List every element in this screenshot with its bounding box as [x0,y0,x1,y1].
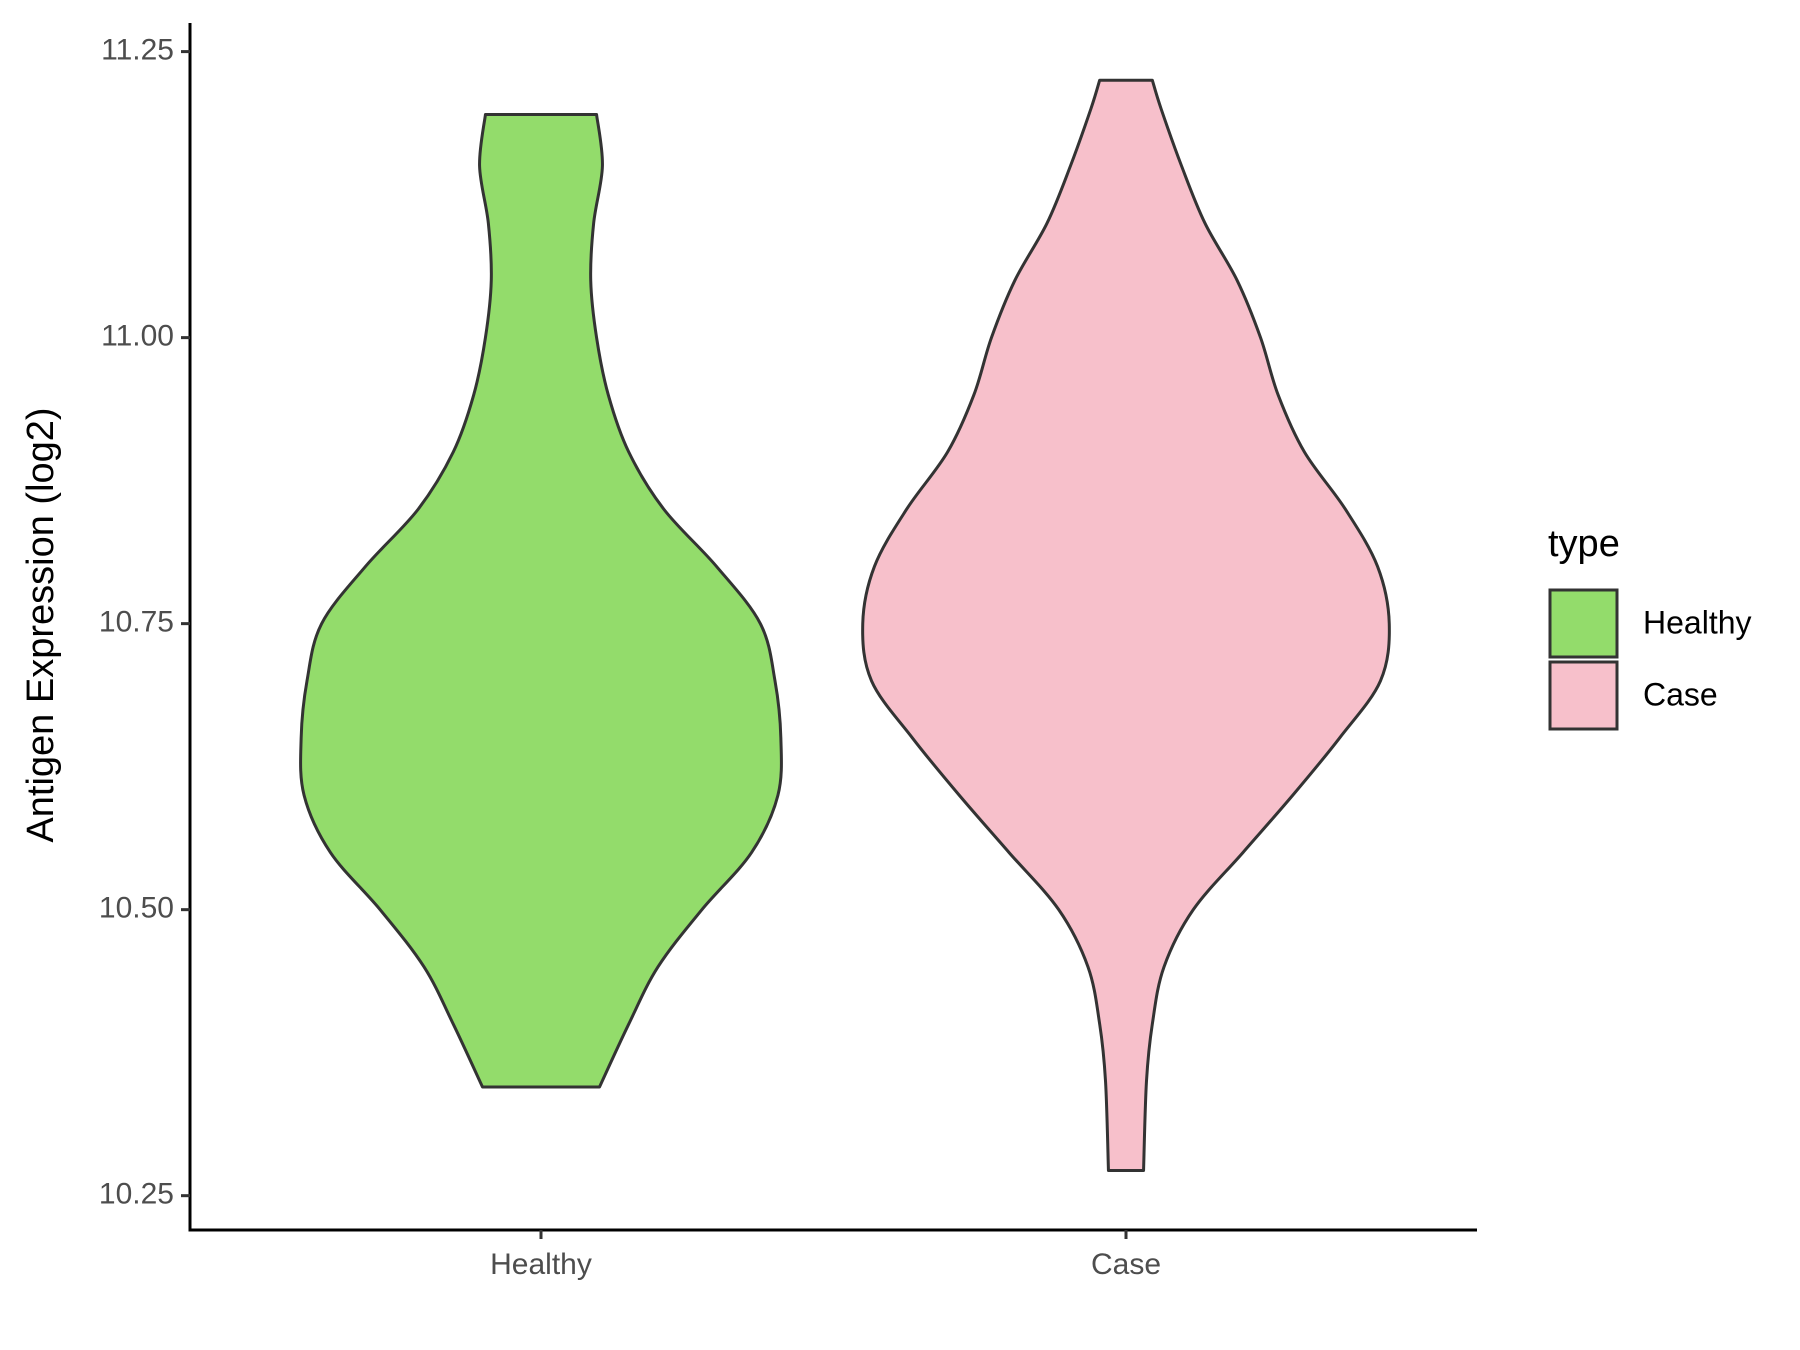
legend-key [1548,588,1619,659]
y-tick-label: 10.75 [99,606,174,639]
legend-key [1548,660,1619,731]
y-axis-title: Antigen Expression (log2) [20,407,62,842]
y-tick-label: 10.25 [99,1178,174,1211]
legend-label: Case [1643,676,1718,712]
x-tick-label: Healthy [490,1248,592,1281]
x-tick-label: Case [1091,1248,1161,1281]
y-tick-label: 11.00 [101,320,174,353]
violin [861,78,1391,1173]
violin [299,113,783,1089]
legend-title: type [1548,523,1620,565]
y-tick-label: 11.25 [101,34,174,67]
legend-label: Healthy [1643,604,1752,640]
y-tick-label: 10.50 [99,892,174,925]
